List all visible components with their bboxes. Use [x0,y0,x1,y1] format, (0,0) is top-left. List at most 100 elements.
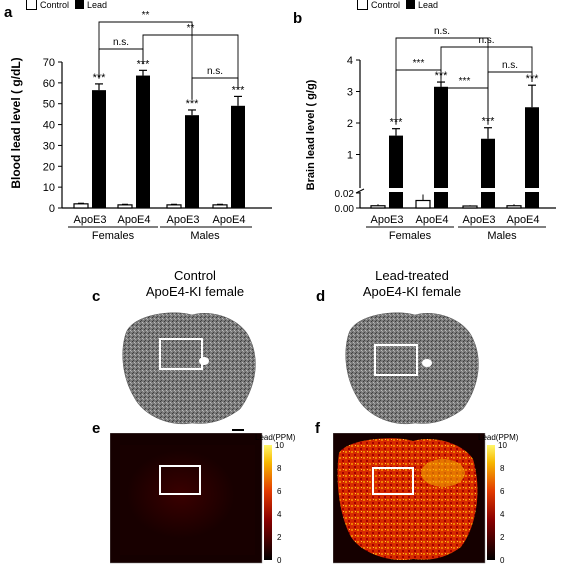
legend-a: Control Lead [26,0,107,10]
y-tick-label: 0.02 [335,189,355,200]
colorbar-label: Lead(PPM) [478,433,519,442]
panel-letter-f: f [315,420,320,437]
colorbar-tick: 4 [277,510,282,519]
comparison-label: *** [459,76,471,87]
y-tick-label: 70 [43,57,55,69]
legend-label-control: Control [40,0,70,10]
legend-swatch-lead [406,0,416,9]
colorbar [487,445,495,560]
x-tick-label: ApoE3 [73,214,106,226]
colorbar-tick: 6 [500,487,505,496]
bar-control [370,205,386,209]
colorbar-tick: 8 [500,464,505,473]
comparison-label: n.s. [113,37,129,48]
bar-lead [525,107,539,208]
y-tick-label: 4 [347,55,353,67]
bar-control [166,204,182,209]
heatmap-control: Lead(PPM) 10 8 6 4 2 0 [110,433,296,565]
colorbar-ticks: 10 8 6 4 2 0 [275,441,284,565]
bar-break-gap [480,188,496,192]
x-tick-label: ApoE4 [117,214,150,226]
colorbar-ticks: 10 8 6 4 2 0 [498,441,507,565]
significance-label: *** [137,58,151,70]
colorbar-tick: 10 [275,441,284,450]
chart-a: Blood lead level ( g/dL) 0 10 20 30 40 50 60 70… [9,10,272,242]
bar-break-gap [524,188,540,192]
roi-box [159,338,203,370]
roi-box [374,344,418,376]
x-tick-label: ApoE4 [506,214,539,226]
legend-swatch-lead [75,0,85,9]
panel-letter-a: a [4,4,13,21]
bar-lead [481,138,495,208]
x-tick-label: ApoE3 [370,214,403,226]
y-tick-label: 0.00 [335,204,355,215]
brain-section-lead-image [345,312,479,425]
roi-box [159,465,201,495]
x-tick-label: ApoE4 [415,214,448,226]
comparison-bracket [440,46,533,83]
image-d-title-line1: Lead-treated [375,268,449,283]
group-label: Males [487,230,517,242]
bar-lead [231,105,245,208]
image-d-title: Lead-treated ApoE4-KI female [312,268,512,300]
colorbar-tick: 8 [277,464,282,473]
bar-lead [389,135,403,208]
bar-break-gap [433,188,449,192]
y-tick-label: 20 [43,161,55,173]
legend-swatch-control [357,0,368,10]
legend-swatch-control [26,0,37,10]
bar-control [462,205,478,209]
image-d-title-line2: ApoE4-KI female [362,284,462,299]
bar-control [117,204,133,209]
y-tick-label: 60 [43,78,55,90]
image-c-title: Control ApoE4-KI female [95,268,295,300]
chart-a-ylabel: Blood lead level ( g/dL) [9,57,23,188]
y-tick-label: 2 [347,118,353,130]
bar-control [212,204,228,209]
comparison-label: ** [187,23,195,34]
chart-b-ylabel: Brain lead level ( g/g) [305,79,317,190]
colorbar-label: Lead(PPM) [255,433,296,442]
panel-letter-e: e [92,420,101,437]
y-tick-label: 40 [43,120,55,132]
legend-label-control: Control [371,0,401,10]
bar-control [415,199,431,209]
y-tick-label: 30 [43,140,55,152]
heatmap-lead: Lead(PPM) 10 8 6 4 2 0 [333,433,519,565]
bar-lead [136,75,150,208]
significance-label: *** [232,84,246,96]
group-label: Females [389,230,432,242]
colorbar-tick: 6 [277,487,282,496]
comparison-bracket [395,69,442,125]
colorbar-tick: 4 [500,510,505,519]
brain-section-control-image [122,312,256,431]
chart-b: Brain lead level ( g/g) 0.00 0.02 1 2 3 4 ApoE… [305,26,556,242]
legend-label-lead: Lead [87,0,108,10]
y-tick-label: 1 [347,150,353,162]
colorbar-tick: 2 [277,533,282,542]
comparison-bracket [487,71,533,125]
bar-control [73,203,89,209]
bar-lead [185,115,199,208]
colorbar-tick: 10 [498,441,507,450]
bar-lead [434,86,448,208]
comparison-label: n.s. [502,60,518,71]
y-tick-label: 3 [347,87,353,99]
group-label: Females [92,230,135,242]
axis-break-mark [355,188,365,194]
image-c-title-line1: Control [174,268,216,283]
legend-label-lead: Lead [418,0,439,10]
x-tick-label: ApoE4 [212,214,245,226]
panel-letter-c: c [92,288,101,305]
panel-letter-d: d [316,288,326,305]
colorbar-tick: 2 [500,533,505,542]
x-tick-label: ApoE3 [462,214,495,226]
comparison-label: *** [413,58,425,69]
x-tick-label: ApoE3 [166,214,199,226]
comparison-bracket [191,77,239,100]
significance-label: *** [186,98,200,110]
group-label: Males [190,230,220,242]
colorbar [264,445,272,560]
bar-break-gap [388,188,404,192]
